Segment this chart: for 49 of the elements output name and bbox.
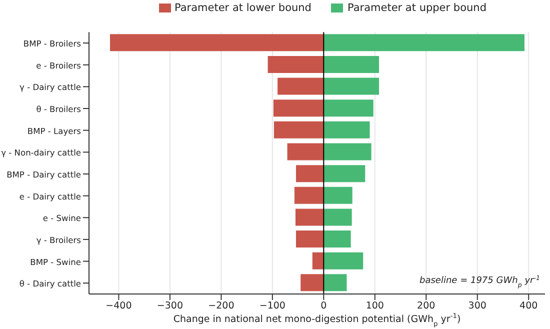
bar <box>274 121 324 138</box>
bar <box>324 165 366 182</box>
y-tick-label: BMP - Dairy cattle <box>6 169 81 180</box>
x-axis-title: Change in national net mono-digestion potential (GWh$_{p}$ yr$^{-1}$) <box>173 312 461 328</box>
y-tick-label: e - Dairy cattle <box>19 191 81 202</box>
y-tick-label: γ - Dairy cattle <box>20 82 81 92</box>
x-tick-label: 200 <box>417 300 436 312</box>
annotation: baseline = 1975 GWh$_{p}$ yr$^{-1}$ <box>420 274 540 288</box>
x-tick-label: −200 <box>208 300 234 312</box>
y-tick-label: θ - Broilers <box>36 104 81 114</box>
bar <box>110 34 324 52</box>
bar <box>278 78 324 95</box>
x-tick-label: −300 <box>156 300 183 312</box>
bar <box>300 274 324 292</box>
x-tick-label: 300 <box>468 300 486 312</box>
bar <box>324 34 525 52</box>
bar <box>324 121 370 138</box>
bar <box>268 56 324 73</box>
bar <box>324 100 374 117</box>
bar <box>324 252 364 270</box>
y-tick-label: BMP - Broilers <box>23 38 81 49</box>
y-tick-label: θ - Dairy cattle <box>19 278 81 289</box>
y-tick-label: γ - Non-dairy cattle <box>1 148 81 158</box>
bar <box>273 100 324 117</box>
bar <box>324 186 352 204</box>
legend-label: Parameter at lower bound <box>174 2 312 14</box>
x-tick-label: 0 <box>320 300 327 312</box>
y-tick-label: γ - Broilers <box>36 234 81 245</box>
x-tick-label: −100 <box>259 300 286 312</box>
legend-label: Parameter at upper bound <box>347 2 486 14</box>
x-tick-label: 100 <box>366 300 384 312</box>
bar <box>324 56 379 73</box>
bar <box>324 78 379 95</box>
bar <box>296 165 324 182</box>
bar <box>296 230 324 248</box>
y-tick-label: e - Broilers <box>36 60 81 70</box>
bar <box>287 143 324 160</box>
y-tick-label: e - Swine <box>42 213 81 224</box>
bar <box>294 186 324 204</box>
y-tick-label: BMP - Layers <box>27 126 81 136</box>
bar <box>324 274 347 292</box>
x-tick-label: −400 <box>106 300 132 312</box>
bar <box>324 230 351 248</box>
bar <box>324 143 372 160</box>
bar <box>312 252 324 270</box>
y-tick-label: BMP - Swine <box>30 256 81 267</box>
bar <box>324 208 352 226</box>
bar <box>295 208 324 226</box>
x-tick-label: 400 <box>520 300 538 312</box>
